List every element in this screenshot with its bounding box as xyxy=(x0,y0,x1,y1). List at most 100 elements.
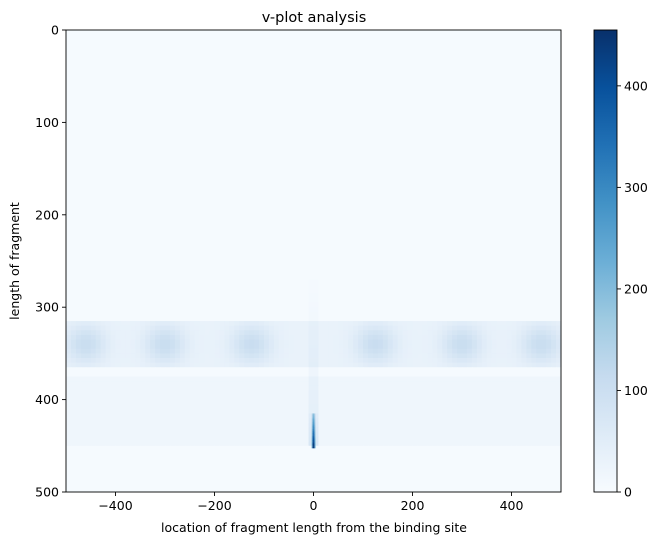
heatmap-cell xyxy=(447,219,453,225)
heatmap-cell xyxy=(496,187,502,193)
heatmap-cell xyxy=(333,196,339,202)
heatmap-cell xyxy=(506,233,512,239)
heatmap-cell xyxy=(392,140,399,146)
heatmap-cell xyxy=(417,71,423,77)
heatmap-cell xyxy=(140,66,146,72)
heatmap-cell xyxy=(115,94,121,100)
heatmap-cell xyxy=(150,122,156,128)
heatmap-cell xyxy=(358,80,364,86)
heatmap-cell xyxy=(169,66,176,72)
heatmap-cell xyxy=(392,233,399,239)
heatmap-cell xyxy=(471,90,478,96)
heatmap-cell xyxy=(516,113,522,119)
heatmap-cell xyxy=(521,48,527,54)
heatmap-cell xyxy=(546,131,552,137)
heatmap-cell xyxy=(437,191,443,197)
heatmap-cell xyxy=(348,205,354,211)
heatmap-cell xyxy=(382,53,389,59)
heatmap-cell xyxy=(333,76,339,82)
heatmap-cell xyxy=(476,256,483,262)
heatmap-cell xyxy=(268,113,275,119)
heatmap-cell xyxy=(160,251,166,257)
heatmap-cell xyxy=(219,247,225,253)
heatmap-cell xyxy=(140,113,146,119)
heatmap-cell xyxy=(333,103,339,109)
heatmap-cell xyxy=(526,90,532,96)
heatmap-cell xyxy=(75,57,82,63)
heatmap-cell xyxy=(199,108,205,114)
heatmap-cell xyxy=(209,127,215,133)
heatmap-cell xyxy=(486,205,493,211)
heatmap-cell xyxy=(541,85,547,91)
heatmap-cell xyxy=(308,219,314,225)
heatmap-cell xyxy=(105,251,111,257)
heatmap-cell xyxy=(407,200,413,206)
heatmap-cell xyxy=(135,43,141,49)
heatmap-cell xyxy=(268,210,275,216)
heatmap-cell xyxy=(447,154,453,160)
heatmap-cell xyxy=(318,168,324,174)
heatmap-cell xyxy=(476,145,483,151)
heatmap-cell xyxy=(338,150,344,156)
heatmap-cell xyxy=(283,30,290,36)
heatmap-cell xyxy=(541,57,547,63)
heatmap-cell xyxy=(283,154,290,160)
heatmap-cell xyxy=(169,214,176,220)
heatmap-cell xyxy=(333,205,339,211)
heatmap-cell xyxy=(264,205,270,211)
heatmap-cell xyxy=(363,159,369,165)
heatmap-cell xyxy=(95,177,102,183)
heatmap-cell xyxy=(372,117,379,123)
heatmap-cell xyxy=(165,228,171,234)
heatmap-cell xyxy=(313,182,319,188)
heatmap-cell xyxy=(219,145,225,151)
heatmap-cell xyxy=(199,205,205,211)
heatmap-cell xyxy=(348,177,354,183)
heatmap-cell xyxy=(382,85,389,91)
heatmap-cell xyxy=(486,159,493,165)
heatmap-cell xyxy=(536,205,542,211)
heatmap-cell xyxy=(179,191,186,197)
heatmap-cell xyxy=(466,219,473,225)
heatmap-cell xyxy=(491,43,498,49)
heatmap-cell xyxy=(85,103,92,109)
heatmap-cell xyxy=(130,168,136,174)
heatmap-cell xyxy=(70,122,77,128)
heatmap-cell xyxy=(516,85,522,91)
heatmap-cell xyxy=(531,53,537,59)
heatmap-cell xyxy=(254,113,260,119)
heatmap-cell xyxy=(531,154,537,160)
heatmap-cell xyxy=(531,140,537,146)
heatmap-cell xyxy=(437,233,443,239)
heatmap-cell xyxy=(516,76,522,82)
heatmap-cell xyxy=(278,214,285,220)
heatmap-cell xyxy=(264,85,270,91)
heatmap-cell xyxy=(214,122,220,128)
heatmap-cell xyxy=(387,30,394,36)
heatmap-cell xyxy=(288,159,295,165)
heatmap-cell xyxy=(333,131,339,137)
heatmap-cell xyxy=(387,154,394,160)
heatmap-cell xyxy=(303,66,309,72)
heatmap-cell xyxy=(348,154,354,160)
heatmap-cell xyxy=(90,159,97,165)
heatmap-cell xyxy=(105,85,111,91)
heatmap-cell xyxy=(392,85,399,91)
heatmap-cell xyxy=(283,57,290,63)
heatmap-cell xyxy=(387,163,394,169)
heatmap-cell xyxy=(90,57,97,63)
heatmap-cell xyxy=(85,145,92,151)
heatmap-cell xyxy=(259,76,265,82)
heatmap-cell xyxy=(214,200,220,206)
heatmap-cell xyxy=(318,131,324,137)
heatmap-cell xyxy=(521,177,527,183)
heatmap-cell xyxy=(551,150,557,156)
heatmap-cell xyxy=(323,177,329,183)
heatmap-cell xyxy=(140,256,146,262)
heatmap-cell xyxy=(254,256,260,262)
heatmap-cell xyxy=(244,108,250,114)
heatmap-cell xyxy=(343,237,349,243)
heatmap-cell xyxy=(194,187,201,193)
heatmap-cell xyxy=(184,154,191,160)
heatmap-cell xyxy=(303,76,309,82)
